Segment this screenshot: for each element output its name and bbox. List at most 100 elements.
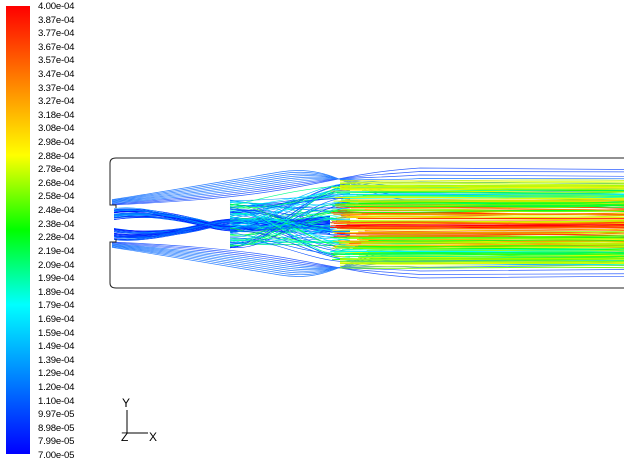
colorbar-tick-label: 2.68e-04 bbox=[38, 177, 75, 189]
colorbar-tick-label: 1.89e-04 bbox=[38, 286, 75, 298]
streamline bbox=[368, 239, 624, 242]
colorbar-labels: 4.00e-04 3.87e-04 3.77e-04 3.67e-04 3.57e-04… bbox=[38, 0, 108, 463]
streamline bbox=[337, 196, 624, 199]
streamline bbox=[229, 184, 351, 246]
colorbar-tick-label: 1.59e-04 bbox=[38, 327, 75, 339]
colorbar-tick-label: 2.88e-04 bbox=[38, 150, 75, 162]
streamline bbox=[353, 204, 624, 208]
streamline bbox=[366, 213, 624, 216]
streamline bbox=[111, 241, 624, 279]
streamline bbox=[339, 183, 624, 186]
streamline bbox=[111, 174, 624, 205]
colorbar-tick-label: 1.20e-04 bbox=[38, 381, 75, 393]
streamline bbox=[339, 188, 624, 191]
colorbar-tick-label: 3.77e-04 bbox=[38, 28, 75, 40]
streamline bbox=[347, 209, 624, 213]
streamline bbox=[339, 187, 624, 189]
colorbar-tick-label: 4.00e-04 bbox=[38, 1, 75, 12]
streamline bbox=[358, 201, 624, 204]
axis-y-label: Y bbox=[122, 396, 130, 410]
streamline bbox=[336, 220, 624, 223]
streamline bbox=[345, 232, 624, 235]
pipe-outline bbox=[109, 157, 624, 208]
streamline bbox=[362, 251, 624, 254]
streamline bbox=[229, 209, 351, 233]
streamline bbox=[361, 201, 624, 203]
streamline bbox=[335, 203, 624, 206]
colorbar-tick-label: 3.57e-04 bbox=[38, 55, 75, 67]
colorbar-tick-label: 2.28e-04 bbox=[38, 232, 75, 244]
streamline bbox=[342, 216, 624, 218]
colorbar-tick-label: 1.99e-04 bbox=[38, 273, 75, 285]
axis-z-label: Z bbox=[121, 430, 128, 444]
domain-outline bbox=[109, 157, 624, 289]
streamline bbox=[229, 208, 351, 252]
streamline bbox=[229, 202, 351, 220]
streamline bbox=[339, 262, 624, 265]
colorbar-tick-label: 3.08e-04 bbox=[38, 123, 75, 135]
colorbar-tick-label: 3.18e-04 bbox=[38, 109, 75, 121]
streamline bbox=[111, 242, 624, 275]
streamline bbox=[339, 200, 624, 203]
streamline bbox=[111, 242, 624, 272]
streamline bbox=[358, 245, 624, 248]
colorbar-gradient bbox=[6, 6, 30, 454]
streamline bbox=[111, 178, 624, 204]
streamline bbox=[229, 227, 351, 244]
streamline bbox=[339, 180, 624, 183]
streamline bbox=[339, 259, 624, 261]
streamline bbox=[229, 188, 351, 225]
streamline bbox=[229, 238, 351, 243]
streamline bbox=[339, 260, 624, 263]
streamline bbox=[229, 198, 351, 215]
streamline bbox=[229, 185, 351, 207]
streamline bbox=[345, 243, 624, 246]
streamline bbox=[345, 241, 624, 244]
streamline bbox=[339, 181, 624, 184]
streamline bbox=[339, 260, 624, 263]
streamline bbox=[339, 184, 624, 187]
streamline bbox=[367, 213, 624, 216]
colorbar-tick-label: 1.10e-04 bbox=[38, 395, 75, 407]
colorbar-tick-label: 2.78e-04 bbox=[38, 164, 75, 176]
streamline bbox=[339, 261, 624, 264]
streamline bbox=[339, 185, 624, 188]
axis-triad: Y Z X bbox=[121, 396, 157, 444]
pipe-outline-bottom bbox=[109, 239, 624, 289]
streamline bbox=[111, 171, 624, 205]
streamline bbox=[229, 238, 351, 243]
streamline bbox=[111, 176, 624, 203]
colorbar-tick-label: 2.09e-04 bbox=[38, 259, 75, 271]
streamline bbox=[229, 237, 351, 263]
streamline bbox=[332, 210, 624, 213]
colorbar-tick-label: 1.49e-04 bbox=[38, 341, 75, 353]
colorbar-tick-label: 2.38e-04 bbox=[38, 218, 75, 230]
streamline bbox=[334, 246, 624, 249]
streamline bbox=[229, 218, 351, 227]
colorbar-tick-label: 3.87e-04 bbox=[38, 14, 75, 26]
streamline bbox=[229, 232, 351, 254]
colorbar-tick-label: 2.58e-04 bbox=[38, 191, 75, 203]
axis-x-label: X bbox=[149, 430, 157, 444]
streamline bbox=[357, 193, 624, 196]
streamline bbox=[111, 167, 624, 206]
colorbar-tick-label: 7.99e-05 bbox=[38, 436, 75, 448]
streamline bbox=[229, 213, 351, 262]
colorbar-tick-label: 1.39e-04 bbox=[38, 354, 75, 366]
streamline bbox=[339, 187, 624, 190]
streamline bbox=[356, 238, 624, 242]
streamlines bbox=[111, 167, 624, 279]
streamline bbox=[229, 213, 351, 232]
streamline bbox=[339, 264, 624, 267]
colorbar-tick-label: 2.98e-04 bbox=[38, 137, 75, 149]
colorbar-tick-label: 3.47e-04 bbox=[38, 69, 75, 81]
streamline bbox=[330, 222, 624, 224]
streamline bbox=[339, 179, 624, 182]
colorbar-tick-label: 2.19e-04 bbox=[38, 245, 75, 257]
colorbar-tick-label: 3.27e-04 bbox=[38, 96, 75, 108]
streamline bbox=[229, 192, 351, 221]
streamline bbox=[366, 249, 624, 252]
colorbar-tick-label: 1.69e-04 bbox=[38, 313, 75, 325]
streamline bbox=[350, 207, 624, 211]
